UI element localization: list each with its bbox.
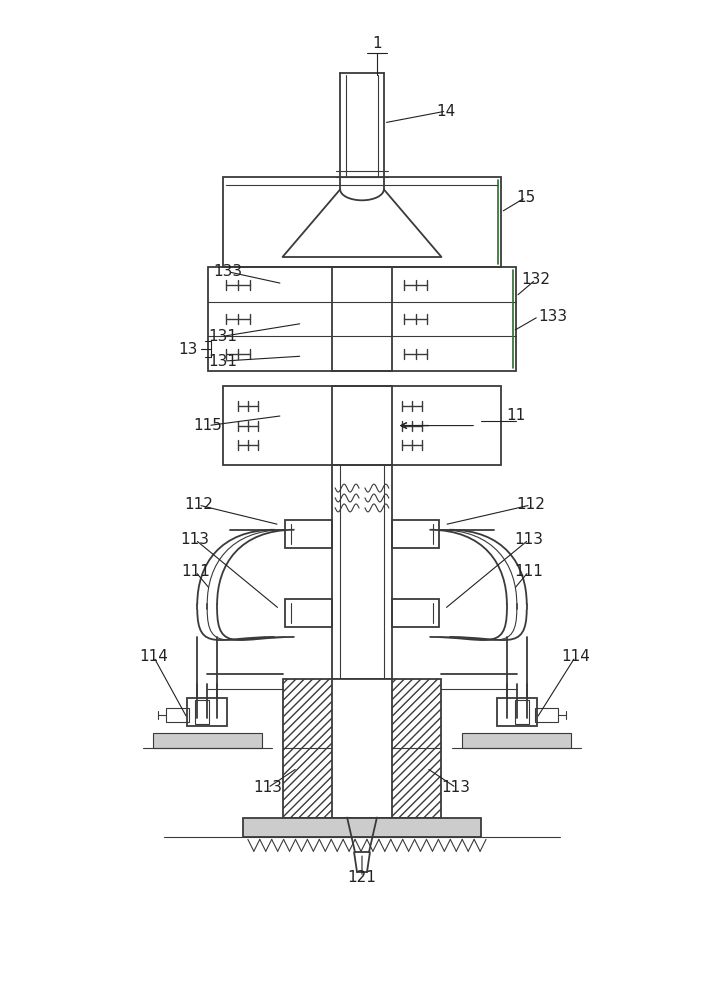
Text: 113: 113 bbox=[442, 780, 471, 795]
Bar bbox=[392, 520, 439, 548]
Bar bbox=[153, 733, 262, 748]
Text: 131: 131 bbox=[209, 354, 237, 369]
Bar bbox=[534, 708, 558, 722]
Bar bbox=[243, 818, 481, 837]
Text: 13: 13 bbox=[179, 342, 198, 357]
Bar bbox=[332, 679, 392, 818]
Text: 112: 112 bbox=[516, 497, 545, 512]
Text: 11: 11 bbox=[506, 408, 526, 423]
Bar bbox=[188, 698, 227, 726]
Bar bbox=[332, 267, 392, 371]
Bar bbox=[166, 708, 190, 722]
Text: 1: 1 bbox=[372, 36, 382, 51]
Text: 113: 113 bbox=[514, 532, 543, 547]
Bar bbox=[282, 679, 442, 818]
Bar bbox=[497, 698, 536, 726]
Bar bbox=[515, 700, 529, 724]
Text: 131: 131 bbox=[209, 329, 237, 344]
Text: 111: 111 bbox=[181, 564, 210, 579]
Bar bbox=[462, 733, 571, 748]
Text: 15: 15 bbox=[516, 190, 535, 205]
Text: 133: 133 bbox=[214, 264, 243, 279]
Text: 133: 133 bbox=[539, 309, 568, 324]
Bar bbox=[195, 700, 209, 724]
Text: 113: 113 bbox=[181, 532, 210, 547]
Text: 132: 132 bbox=[521, 272, 550, 287]
Text: 121: 121 bbox=[348, 870, 376, 885]
Bar bbox=[223, 386, 501, 465]
Text: 111: 111 bbox=[514, 564, 543, 579]
Text: 113: 113 bbox=[253, 780, 282, 795]
Bar bbox=[392, 599, 439, 627]
Text: 114: 114 bbox=[139, 649, 168, 664]
Text: 115: 115 bbox=[194, 418, 222, 433]
Bar bbox=[223, 177, 501, 267]
Text: 14: 14 bbox=[437, 104, 456, 119]
Bar bbox=[285, 599, 332, 627]
Bar bbox=[209, 267, 515, 371]
Bar bbox=[285, 520, 332, 548]
Bar bbox=[332, 386, 392, 465]
Text: 112: 112 bbox=[184, 497, 213, 512]
Text: 114: 114 bbox=[561, 649, 590, 664]
